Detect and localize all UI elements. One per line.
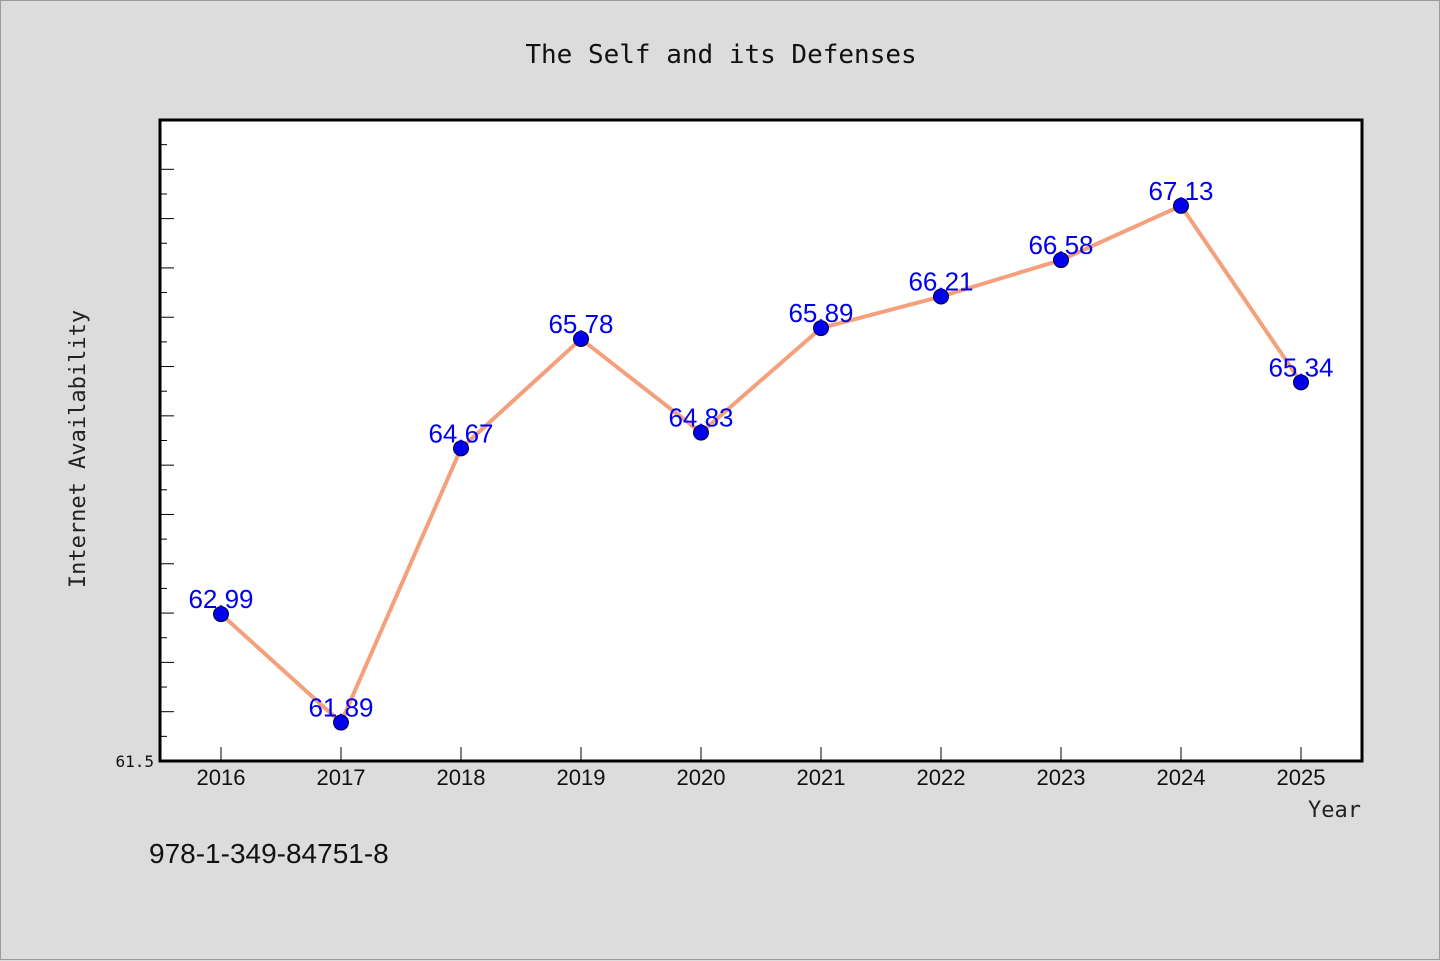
x-axis-ticks: 2016 2017 2018 2019 2020 2021 2022 2023 2024 2025 <box>197 747 1326 790</box>
x-tick-label: 2018 <box>437 765 486 790</box>
data-point <box>453 440 469 457</box>
x-tick-label: 2025 <box>1277 765 1326 790</box>
data-label-layer: 62.99 61.89 64.67 65.78 64.83 65.89 66.21 66.58… <box>188 176 1333 723</box>
data-point <box>1293 374 1309 391</box>
x-tick-label: 2016 <box>197 765 246 790</box>
data-label: 66.21 <box>908 267 973 297</box>
data-label: 65.78 <box>548 309 613 339</box>
data-point <box>933 288 949 305</box>
data-label: 65.34 <box>1268 352 1333 382</box>
y-axis-ticks: 61.5 <box>115 119 174 771</box>
x-tick-label: 2023 <box>1037 765 1086 790</box>
x-tick-label: 2021 <box>797 765 846 790</box>
data-point <box>693 424 709 441</box>
data-point <box>573 330 589 347</box>
plot-area <box>158 118 1364 763</box>
marker-layer <box>213 197 1309 731</box>
data-point <box>1053 252 1069 269</box>
chart-title: The Self and its Defenses <box>525 40 916 70</box>
data-label: 64.83 <box>668 403 733 433</box>
x-tick-label: 2024 <box>1157 765 1206 790</box>
data-label: 67.13 <box>1148 176 1213 206</box>
y-axis-label: Internet Availability <box>66 310 91 588</box>
x-tick-label: 2019 <box>557 765 606 790</box>
x-tick-label: 2017 <box>317 765 366 790</box>
data-point <box>1173 197 1189 214</box>
data-point <box>813 320 829 337</box>
data-point <box>213 606 229 623</box>
data-label: 66.58 <box>1028 230 1093 260</box>
x-tick-label: 2020 <box>677 765 726 790</box>
series-line <box>219 203 1303 725</box>
data-label: 62.99 <box>188 584 253 614</box>
data-label: 61.89 <box>308 693 373 723</box>
data-point <box>333 714 349 731</box>
x-axis-label: Year <box>1308 798 1361 823</box>
y-tick-label: 61.5 <box>115 752 154 771</box>
isbn-text: 978-1-349-84751-8 <box>149 838 389 869</box>
data-label: 65.89 <box>788 298 853 328</box>
data-label: 64.67 <box>428 418 493 448</box>
series-layer <box>219 203 1303 725</box>
x-tick-label: 2022 <box>917 765 966 790</box>
